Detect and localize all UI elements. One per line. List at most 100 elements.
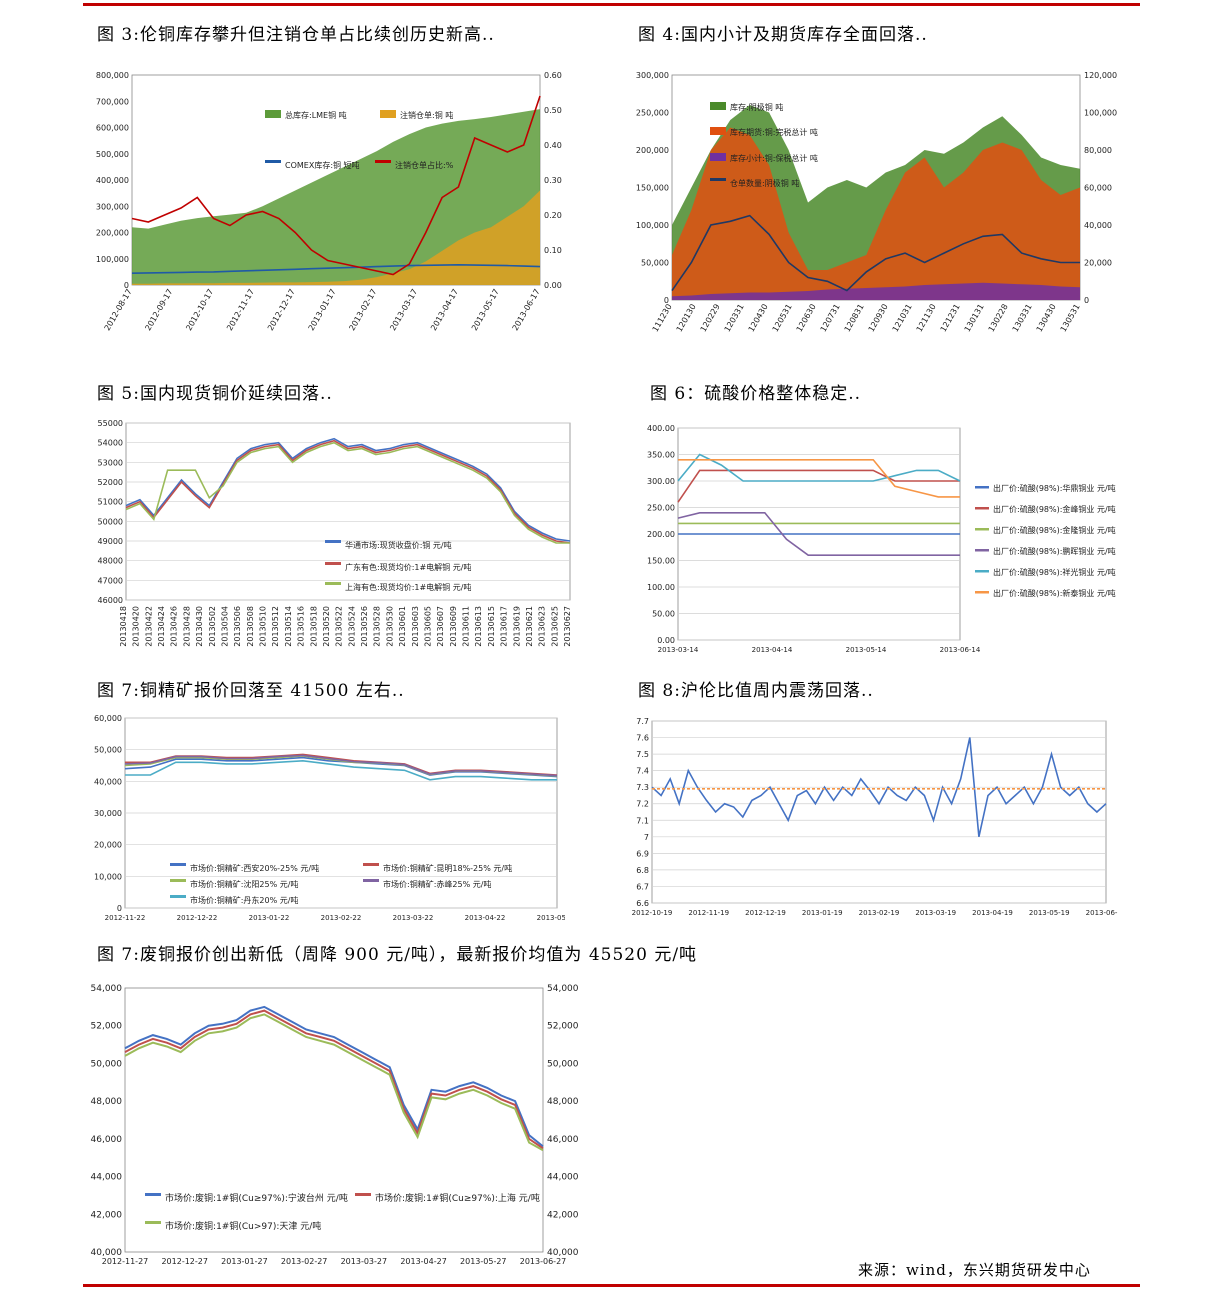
fig7b-y2tick-label: 50,000 — [547, 1059, 579, 1069]
chart-fig6-svg: 0.00 50.00 100.00 150.00 200.00 250.00 300.00 3… — [647, 424, 1116, 654]
fig7b-legend-swatch-2 — [145, 1221, 161, 1224]
chart-fig3-svg: 0 100,000 200,000 300,000 400,000 500,000 600,… — [96, 71, 562, 333]
top-rule — [83, 3, 1140, 6]
fig4-xtick-label: 120630 — [795, 303, 818, 334]
fig7b-ytick-label: 54,000 — [91, 984, 123, 994]
fig7-xtick-label: 2013-03-22 — [393, 914, 434, 922]
fig3-y2tick-label: 0.50 — [544, 106, 562, 115]
fig4-xtick-label: 120229 — [699, 303, 722, 334]
fig7-series-4-line — [125, 759, 557, 781]
fig4-xtick-label: 120831 — [843, 303, 866, 334]
fig4-legend-label-0: 库存:阴极铜 吨 — [730, 102, 783, 112]
fig7b-series-2-line — [124, 1013, 544, 1152]
fig8-xtick-label: 2012-10-19 — [632, 909, 673, 917]
fig7-legend-swatch-2 — [170, 879, 186, 882]
fig4-legend-swatch-1 — [710, 127, 726, 135]
fig7b-y2tick-label: 46,000 — [547, 1135, 579, 1145]
fig3-ytick-label: 600,000 — [96, 124, 129, 133]
fig4-xtick-label: 130531 — [1059, 303, 1082, 334]
fig4-xtick-label: 130331 — [1011, 303, 1034, 334]
fig8-ytick-label: 6.9 — [636, 849, 649, 858]
fig3-ytick-label: 800,000 — [96, 71, 129, 80]
fig6-legend-swatch-2 — [975, 528, 989, 531]
fig5-xtick-label: 20130619 — [512, 606, 521, 647]
fig8-ytick-label: 7.3 — [636, 783, 649, 792]
fig7b-xtick-label: 2013-03-27 — [341, 1257, 388, 1266]
chart-fig7: 0 10,000 20,000 30,000 40,000 50,000 60,000 201… — [85, 710, 565, 930]
fig5-xtick-label: 20130611 — [462, 606, 471, 647]
fig6-legend-label-0: 出厂价:硫酸(98%):华鼎铜业 元/吨 — [993, 483, 1116, 493]
fig6-series-4-line — [677, 453, 961, 482]
fig5-plot-area — [125, 422, 571, 601]
fig3-y2tick-label: 0.20 — [544, 211, 562, 220]
fig7-ytick-label: 0 — [117, 904, 122, 913]
fig6-legend-swatch-3 — [975, 549, 989, 552]
fig7b-legend-label-0: 市场价:废铜:1#铜(Cu≥97%):宁波台州 元/吨 — [165, 1192, 348, 1204]
chart-fig4-svg: 0 50,000 100,000 150,000 200,000 250,000 300,0… — [636, 71, 1117, 334]
fig3-xtick-label: 2012-10-17 — [184, 288, 215, 333]
fig4-y2tick-label: 0 — [1084, 296, 1089, 305]
fig5-ytick-label: 46000 — [98, 596, 123, 605]
fig3-legend-swatch-1 — [380, 110, 396, 118]
fig3-xtick-label: 2013-04-17 — [429, 288, 460, 333]
fig5-xtick-label: 20130510 — [259, 606, 268, 647]
fig3-xtick-label: 2013-02-17 — [347, 288, 378, 333]
fig6-legend-label-1: 出厂价:硫酸(98%):金峰铜业 元/吨 — [993, 504, 1116, 514]
fig7-xtick-label: 2013-04-22 — [465, 914, 506, 922]
fig5-legend-label-1: 广东有色:现货均价:1#电解铜 元/吨 — [345, 562, 471, 572]
fig8-xtick-label: 2013-04-19 — [972, 909, 1013, 917]
fig3-xtick-label: 2012-08-17 — [103, 288, 134, 333]
chart-fig3: 0 100,000 200,000 300,000 400,000 500,000 600,… — [90, 65, 580, 360]
fig4-ytick-label: 200,000 — [636, 146, 669, 155]
fig7b-ytick-label: 48,000 — [91, 1097, 123, 1107]
fig5-xtick-label: 20130422 — [144, 606, 153, 647]
fig5-legend-label-2: 上海有色:现货均价:1#电解铜 元/吨 — [345, 582, 471, 592]
fig3-ytick-label: 400,000 — [96, 176, 129, 185]
caption-fig4: 图 4:国内小计及期货库存全面回落.. — [638, 25, 928, 45]
fig5-series-1-line — [125, 439, 571, 544]
fig6-ytick-label: 0.00 — [657, 636, 675, 645]
fig4-series-2-area — [672, 282, 1080, 300]
fig7-xtick-label: 2013-01-22 — [249, 914, 290, 922]
fig4-legend-swatch-2 — [710, 153, 726, 161]
fig4-xtick-label: 120331 — [723, 303, 746, 334]
chart-fig6: 0.00 50.00 100.00 150.00 200.00 250.00 300.00 3… — [640, 420, 1130, 665]
fig5-xtick-label: 20130508 — [246, 606, 255, 647]
fig3-y2tick-label: 0.00 — [544, 281, 562, 290]
fig7-legend-swatch-3 — [363, 879, 379, 882]
fig4-legend-label-2: 库存小计:铜:保税总计 吨 — [730, 153, 818, 163]
chart-fig8: 6.6 6.7 6.8 6.9 7 7.1 7.2 7.3 7.4 7.5 7.6 7.7 2012-1… — [628, 715, 1118, 925]
fig5-xtick-label: 20130516 — [297, 606, 306, 647]
fig8-xtick-label: 2013-03-19 — [915, 909, 956, 917]
fig6-legend-swatch-1 — [975, 507, 989, 510]
fig5-xtick-label: 20130418 — [119, 606, 128, 647]
fig7b-series-1-line — [124, 1009, 544, 1150]
fig5-xtick-label: 20130502 — [208, 606, 217, 647]
caption-fig3: 图 3:伦铜库存攀升但注销仓单占比续创历史新高.. — [97, 25, 495, 45]
fig5-ytick-label: 50000 — [98, 517, 123, 526]
fig5-legend-swatch-0 — [325, 540, 341, 543]
fig3-legend-label-0: 总库存:LME铜 吨 — [285, 110, 347, 120]
fig7-ytick-label: 20,000 — [94, 841, 122, 850]
fig7-legend-label-0: 市场价:铜精矿:西安20%-25% 元/吨 — [190, 863, 319, 873]
fig3-y2tick-label: 0.30 — [544, 176, 562, 185]
fig8-ytick-label: 7.2 — [636, 800, 649, 809]
chart-fig7b: 40,000 42,000 44,000 46,000 48,000 50,000 52,0… — [85, 980, 595, 1280]
fig7-ytick-label: 40,000 — [94, 777, 122, 786]
fig3-series-0-area — [132, 109, 540, 285]
fig4-legend-swatch-0 — [710, 102, 726, 110]
fig3-xtick-label: 2013-03-17 — [388, 288, 419, 333]
fig5-xtick-label: 20130524 — [347, 606, 356, 647]
fig5-xtick-label: 20130615 — [487, 606, 496, 647]
fig5-xtick-label: 20130512 — [271, 606, 280, 647]
fig6-xtick-label: 2013-06-14 — [940, 646, 981, 654]
fig7b-legend-swatch-0 — [145, 1193, 161, 1196]
fig3-ytick-label: 700,000 — [96, 97, 129, 106]
fig5-xtick-label: 20130607 — [436, 606, 445, 647]
fig7b-xtick-label: 2013-04-27 — [400, 1257, 447, 1266]
fig5-xtick-label: 20130426 — [170, 606, 179, 647]
fig5-xtick-label: 20130424 — [157, 606, 166, 647]
fig7-xtick-label: 2012-11-22 — [105, 914, 146, 922]
fig3-ytick-label: 500,000 — [96, 150, 129, 159]
fig3-series-3-line — [131, 95, 541, 276]
